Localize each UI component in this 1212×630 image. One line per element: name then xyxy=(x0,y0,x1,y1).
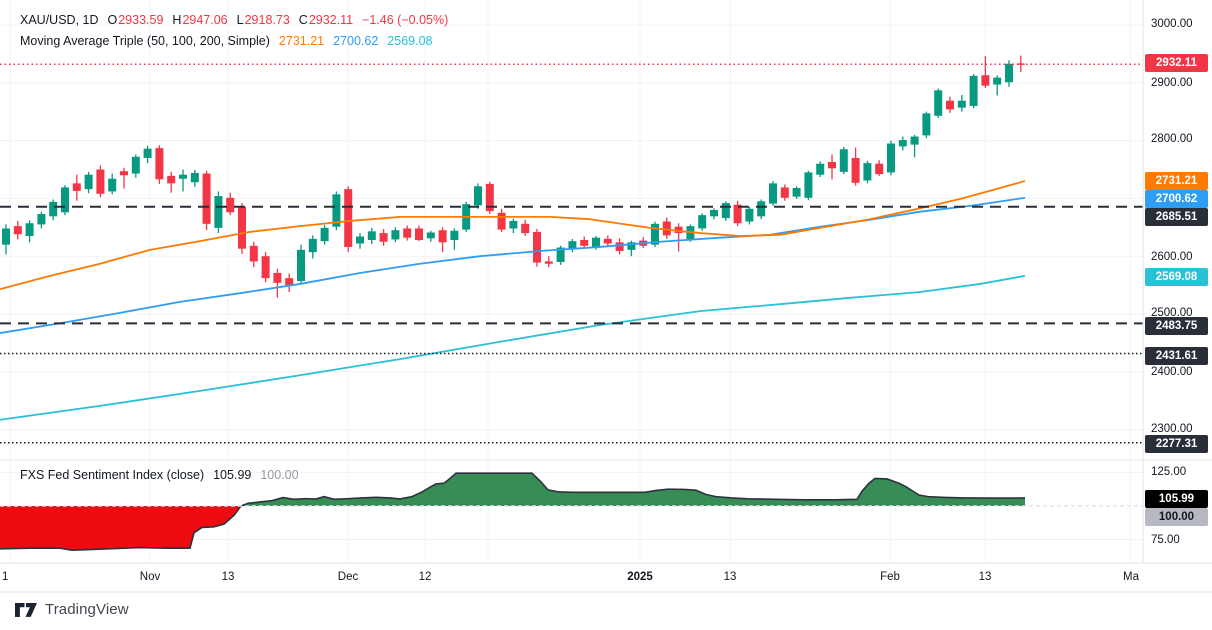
sma-50-line xyxy=(0,180,1026,291)
price-axis-badge: 2700.62 xyxy=(1145,190,1208,208)
gridlines xyxy=(0,0,1143,563)
price-axis-label: 3000.00 xyxy=(1151,18,1193,30)
price-scale[interactable]: 3000.00 2900.00 2800.00 2600.00 2500.00 2400.… xyxy=(1143,0,1212,563)
price-axis-badge: 100.00 xyxy=(1145,508,1208,526)
price-axis-label: 125.00 xyxy=(1151,466,1187,478)
price-axis-label: 2300.00 xyxy=(1151,423,1193,435)
price-axis-badge: 105.99 xyxy=(1145,490,1208,508)
ma50-value: 2731.21 xyxy=(278,34,325,48)
price-axis-label: 75.00 xyxy=(1151,534,1180,546)
price-axis-badge: 2685.51 xyxy=(1145,208,1208,226)
ma200-value: 2569.08 xyxy=(387,34,433,48)
sentiment-indicator-legend[interactable]: FXS Fed Sentiment Index (close) 105.99 100… xyxy=(20,468,299,482)
open-value: O2933.59 xyxy=(107,13,164,27)
sentiment-indicator-title: FXS Fed Sentiment Index (close) xyxy=(20,468,205,482)
time-axis-label: 13 xyxy=(978,571,992,583)
tradingview-logo-text: TradingView xyxy=(45,601,129,618)
symbol-title: XAU/USD, 1D xyxy=(20,13,99,27)
price-axis-badge: 2431.61 xyxy=(1145,347,1208,365)
close-value: C2932.11 xyxy=(298,13,354,27)
symbol-legend[interactable]: XAU/USD, 1D O2933.59 H2947.06 L2918.73 C2932… xyxy=(20,13,448,27)
level-lines xyxy=(0,63,1143,444)
ma100-value: 2700.62 xyxy=(333,34,379,48)
time-axis-label: Ma xyxy=(1123,571,1139,583)
time-axis-label: 1 xyxy=(2,571,9,583)
candles xyxy=(2,55,1025,298)
price-axis-label: 2500.00 xyxy=(1151,307,1193,319)
sentiment-baseline-value: 100.00 xyxy=(260,468,299,482)
low-value: L2918.73 xyxy=(236,13,290,27)
sentiment-value: 105.99 xyxy=(213,468,252,482)
price-axis-badge: 2569.08 xyxy=(1145,268,1208,286)
ma-indicator-title: Moving Average Triple (50, 100, 200, Sim… xyxy=(20,34,270,48)
price-axis-badge: 2731.21 xyxy=(1145,172,1208,190)
ma-indicator-legend[interactable]: Moving Average Triple (50, 100, 200, Sim… xyxy=(20,34,432,48)
pane-borders xyxy=(0,0,1212,593)
price-axis-label: 2800.00 xyxy=(1151,133,1193,145)
tradingview-logo[interactable]: TradingView xyxy=(14,601,129,618)
moving-averages xyxy=(0,180,1026,421)
price-axis-label: 2400.00 xyxy=(1151,366,1193,378)
sentiment-negative-area xyxy=(0,506,1025,551)
time-axis-label: 12 xyxy=(418,571,432,583)
time-axis-label: Nov xyxy=(139,571,161,583)
sentiment-line xyxy=(0,472,1026,552)
sentiment-area xyxy=(0,472,1143,552)
price-axis-badge: 2483.75 xyxy=(1145,317,1208,335)
price-axis-label: 2600.00 xyxy=(1151,251,1193,263)
price-axis-label: 2900.00 xyxy=(1151,77,1193,89)
sentiment-positive-area xyxy=(0,473,1025,506)
time-scale[interactable]: 1 Nov 13 Dec 12 2025 13 Feb 13 Ma xyxy=(0,563,1212,592)
change-value: −1.46 (−0.05%) xyxy=(362,13,449,27)
time-axis-label: Dec xyxy=(337,571,359,583)
time-axis-label: 2025 xyxy=(627,571,653,583)
price-axis-badge: 2277.31 xyxy=(1145,435,1208,453)
price-axis-badge: 2932.11 xyxy=(1145,54,1208,72)
time-axis-label: 13 xyxy=(723,571,737,583)
sma-200-line xyxy=(0,274,1026,421)
high-value: H2947.06 xyxy=(172,13,228,27)
time-axis-label: 13 xyxy=(221,571,235,583)
tradingview-icon xyxy=(15,602,37,617)
time-axis-label: Feb xyxy=(880,571,900,583)
